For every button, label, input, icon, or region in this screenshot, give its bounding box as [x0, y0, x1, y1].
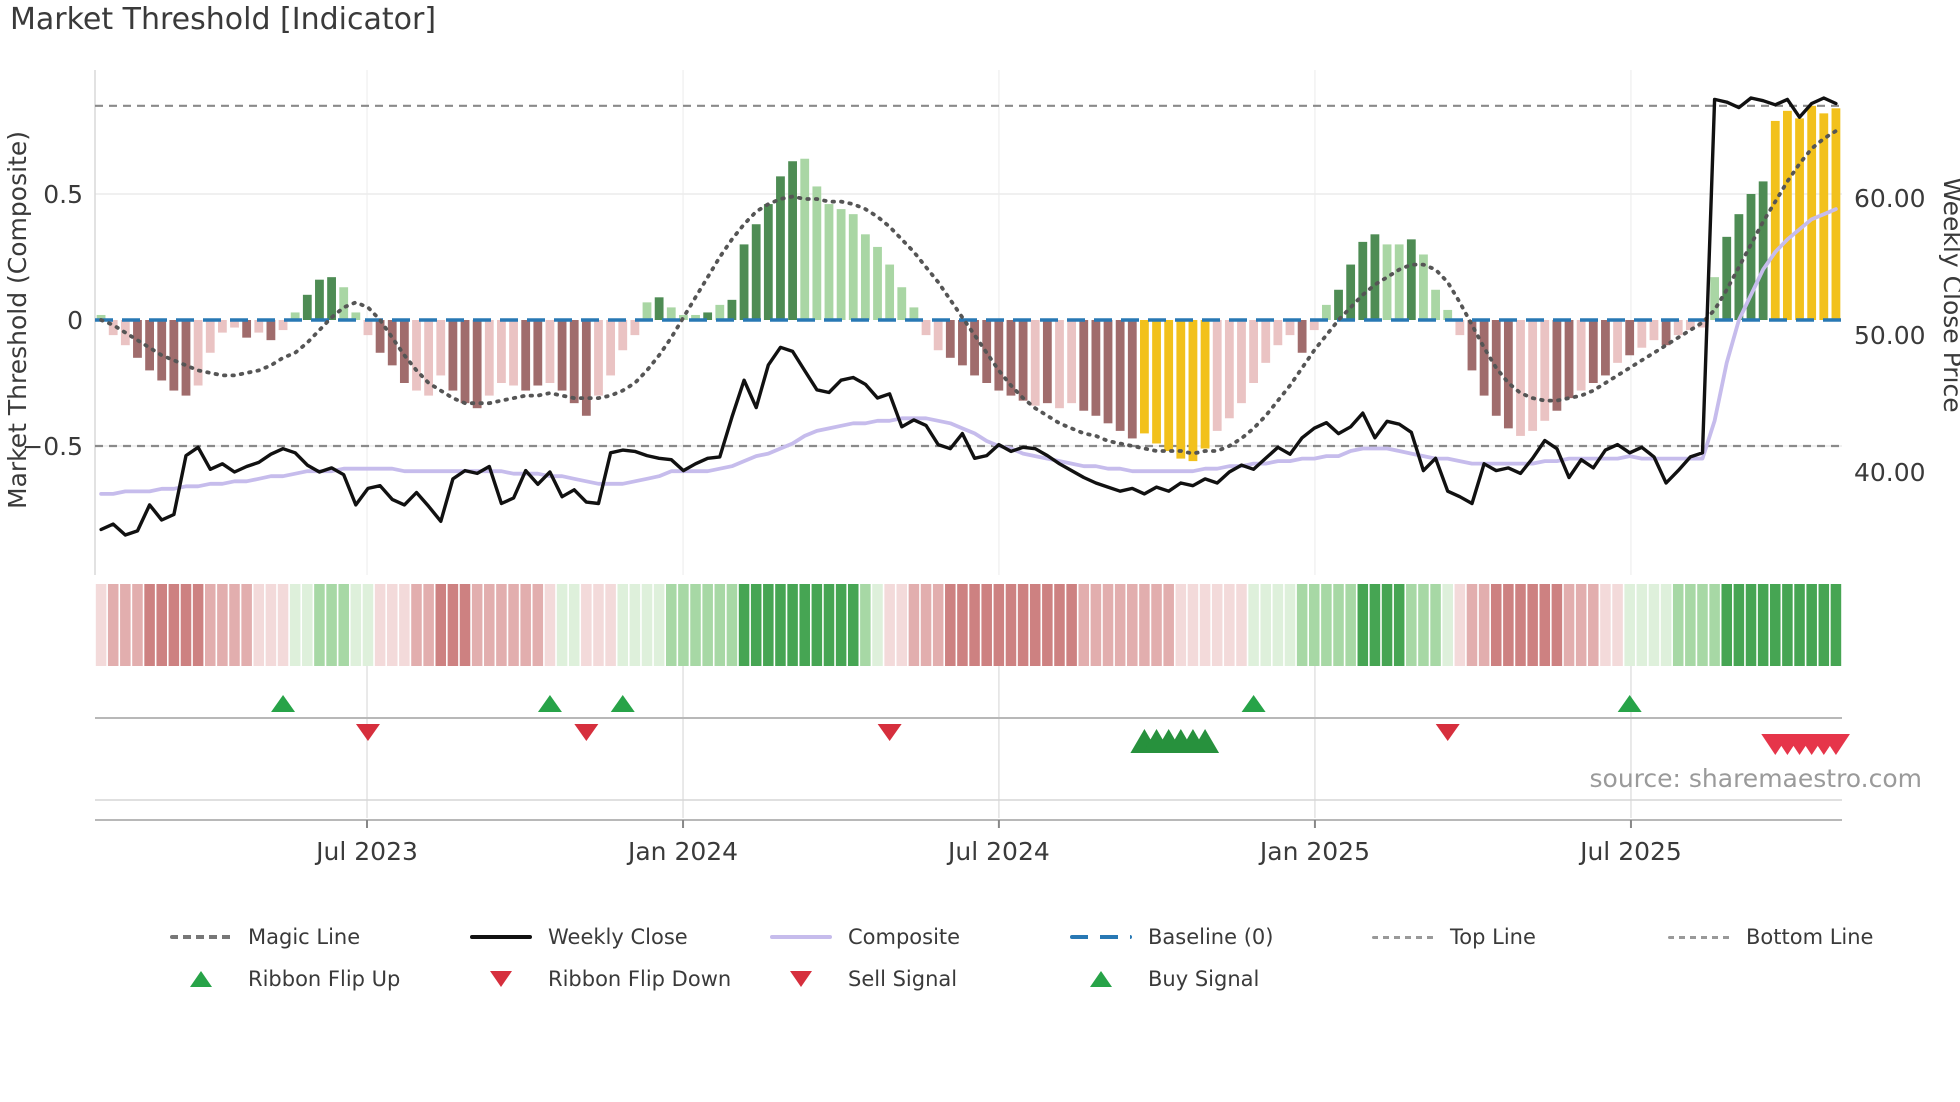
baseline-swatch [1070, 935, 1132, 939]
left-axis-title: Market Threshold (Composite) [3, 131, 32, 509]
bottom-line-swatch [1668, 935, 1730, 939]
right-axis-title: Weekly Close Price [1938, 177, 1960, 412]
x-tick-label: Jul 2024 [946, 837, 1050, 866]
sell-signal-swatch [790, 971, 812, 987]
legend-label: Composite [848, 925, 961, 949]
source-credit: source: sharemaestro.com [1589, 764, 1923, 793]
magic-line [99, 129, 1838, 456]
right-tick-label: 50.00 [1854, 321, 1926, 350]
legend-label: Buy Signal [1148, 967, 1260, 991]
flip-up-swatch [190, 971, 212, 987]
left-tick-label: −0.5 [22, 432, 83, 461]
x-tick-label: Jul 2025 [1578, 837, 1682, 866]
top-line-swatch [1372, 935, 1434, 939]
left-tick-label: 0.5 [43, 180, 83, 209]
ribbon-strip [95, 584, 1842, 666]
legend-item-magic-line: Magic Line [170, 922, 360, 952]
legend-item-baseline-0-: Baseline (0) [1070, 922, 1273, 952]
legend-label: Ribbon Flip Down [548, 967, 732, 991]
legend-label: Baseline (0) [1148, 925, 1274, 949]
weekly-close-swatch [470, 935, 532, 939]
magic-dash-swatch [170, 935, 232, 939]
flip-down-swatch [490, 971, 512, 987]
legend-row-1: Magic Line Weekly Close Composite Baseline … [0, 922, 1960, 952]
legend-label: Sell Signal [848, 967, 958, 991]
top-line-swatch [1372, 935, 1434, 939]
legend-item-composite: Composite [770, 922, 960, 952]
page-title: Market Threshold [Indicator] [10, 2, 437, 37]
legend-label: Bottom Line [1746, 925, 1874, 949]
buy-signal-swatch [1070, 971, 1132, 987]
composite-swatch [770, 935, 832, 939]
threshold-bars [96, 105, 1841, 462]
legend-item-top-line: Top Line [1372, 922, 1536, 952]
weekly-close-line [99, 96, 1838, 537]
legend-label: Top Line [1450, 925, 1536, 949]
signal-markers [271, 695, 1850, 755]
x-tick-label: Jan 2025 [1258, 837, 1370, 866]
flip-down-swatch [470, 971, 532, 987]
x-tick-label: Jul 2023 [314, 837, 418, 866]
legend-item-weekly-close: Weekly Close [470, 922, 688, 952]
weekly-close-swatch [470, 935, 532, 939]
bottom-line-swatch [1668, 935, 1730, 939]
composite-line [99, 207, 1838, 496]
sell-signal-swatch [770, 971, 832, 987]
legend-row-2: Ribbon Flip Up Ribbon Flip Down Sell Signa… [0, 964, 1960, 994]
legend-item-bottom-line: Bottom Line [1668, 922, 1873, 952]
left-tick-label: 0 [67, 306, 83, 335]
legend-item-buy-signal: Buy Signal [1070, 964, 1259, 994]
right-tick-label: 60.00 [1854, 184, 1926, 213]
legend-item-sell-signal: Sell Signal [770, 964, 957, 994]
legend-item-ribbon-flip-down: Ribbon Flip Down [470, 964, 731, 994]
legend-item-ribbon-flip-up: Ribbon Flip Up [170, 964, 400, 994]
magic-dash-swatch [170, 935, 232, 939]
buy-signal-swatch [1090, 971, 1112, 987]
flip-up-swatch [170, 971, 232, 987]
legend-label: Magic Line [248, 925, 361, 949]
baseline-swatch [1070, 935, 1132, 939]
composite-swatch [770, 935, 832, 939]
legend-label: Ribbon Flip Up [248, 967, 401, 991]
right-tick-label: 40.00 [1854, 458, 1926, 487]
legend-label: Weekly Close [548, 925, 688, 949]
x-tick-label: Jan 2024 [626, 837, 738, 866]
